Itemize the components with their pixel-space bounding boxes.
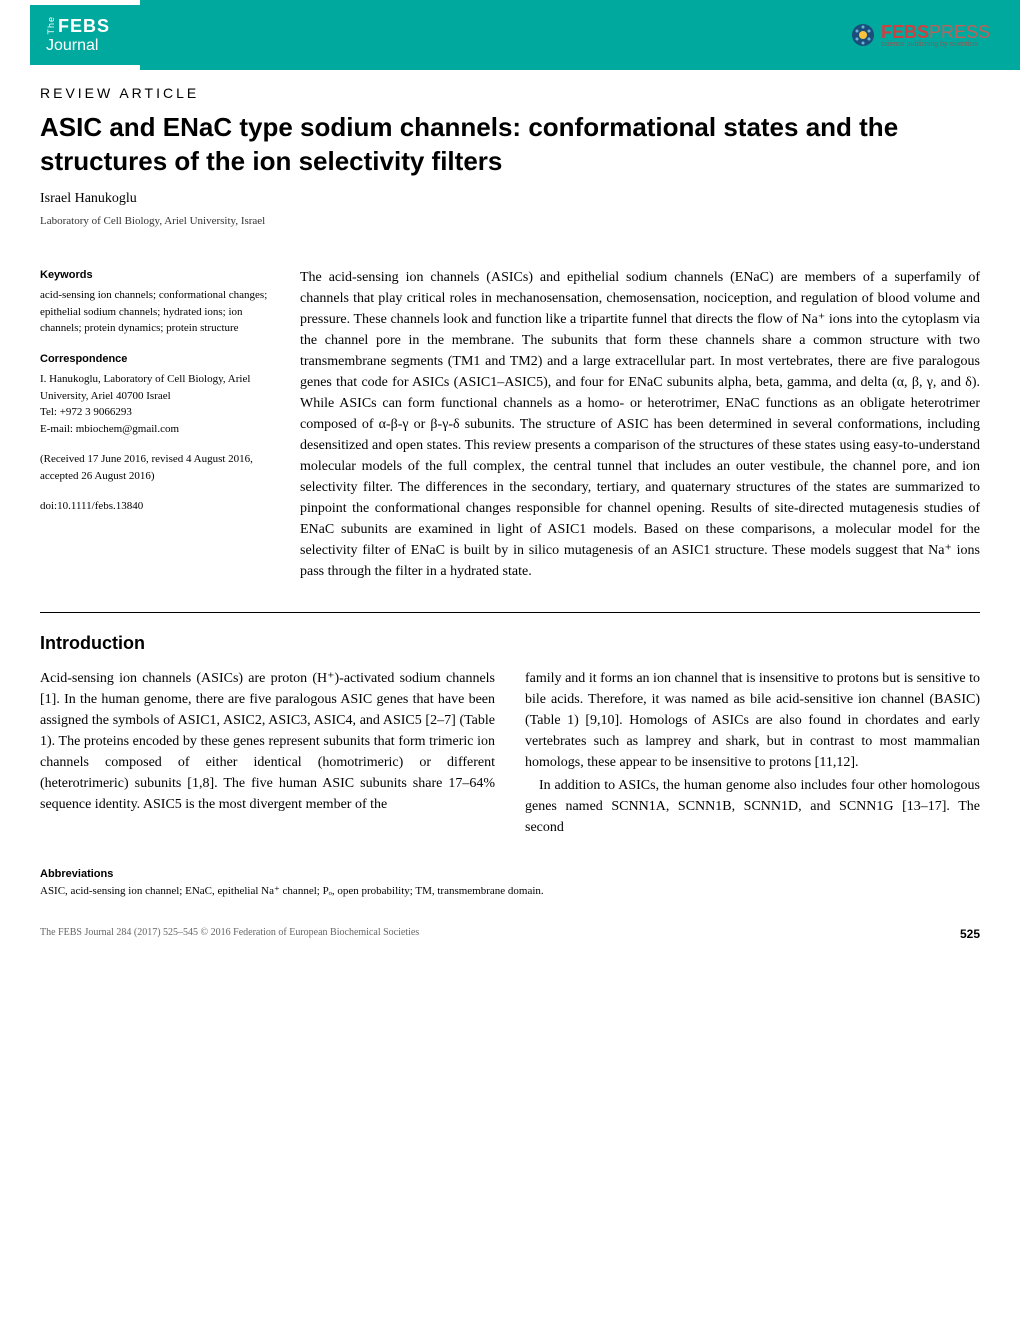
abbrev-text: ASIC, acid-sensing ion channel; ENaC, ep… xyxy=(40,884,980,897)
intro-col2-p1: family and it forms an ion channel that … xyxy=(525,668,980,773)
correspondence-text: I. Hanukoglu, Laboratory of Cell Biology… xyxy=(40,371,270,404)
article-author: Israel Hanukoglu xyxy=(40,191,980,207)
intro-heading: Introduction xyxy=(40,633,980,654)
abbrev-heading: Abbreviations xyxy=(40,868,980,880)
intro-col1: Acid-sensing ion channels (ASICs) are pr… xyxy=(40,668,495,838)
footer-citation: The FEBS Journal 284 (2017) 525–545 © 20… xyxy=(40,927,419,941)
correspondence-block: Correspondence I. Hanukoglu, Laboratory … xyxy=(40,351,270,438)
journal-logo-bottom: Journal xyxy=(46,37,124,55)
correspondence-heading: Correspondence xyxy=(40,351,270,368)
article-sidebar: Keywords acid-sensing ion channels; conf… xyxy=(40,267,270,582)
correspondence-tel: Tel: +972 3 9066293 xyxy=(40,404,270,421)
febs-press-tagline: science publishing by scientists xyxy=(881,41,990,48)
received-text: (Received 17 June 2016, revised 4 August… xyxy=(40,451,270,484)
press-light: PRESS xyxy=(929,22,990,42)
doi-block: doi:10.1111/febs.13840 xyxy=(40,498,270,515)
article-affiliation: Laboratory of Cell Biology, Ariel Univer… xyxy=(40,215,980,227)
page-footer: The FEBS Journal 284 (2017) 525–545 © 20… xyxy=(0,927,1020,961)
febs-press-main: FEBSPRESS xyxy=(881,23,990,41)
doi-text: doi:10.1111/febs.13840 xyxy=(40,498,270,515)
intro-columns: Acid-sensing ion channels (ASICs) are pr… xyxy=(40,668,980,838)
keywords-text: acid-sensing ion channels; conformationa… xyxy=(40,287,270,337)
logo-the: The xyxy=(46,16,56,35)
section-divider xyxy=(40,612,980,613)
article-content: REVIEW ARTICLE ASIC and ENaC type sodium… xyxy=(0,70,1020,927)
page-number: 525 xyxy=(960,927,980,941)
intro-col2: family and it forms an ion channel that … xyxy=(525,668,980,838)
febs-press-badge: FEBSPRESS science publishing by scientis… xyxy=(851,23,990,48)
article-type: REVIEW ARTICLE xyxy=(40,85,980,101)
journal-header: TheFEBS Journal FEBSPRESS xyxy=(0,0,1020,70)
abstract-text: The acid-sensing ion channels (ASICs) an… xyxy=(300,267,980,582)
abstract-section: Keywords acid-sensing ion channels; conf… xyxy=(40,267,980,582)
journal-logo-top: TheFEBS xyxy=(46,16,124,37)
intro-col2-p2: In addition to ASICs, the human genome a… xyxy=(525,775,980,838)
keywords-block: Keywords acid-sensing ion channels; conf… xyxy=(40,267,270,337)
received-block: (Received 17 June 2016, revised 4 August… xyxy=(40,451,270,484)
press-bold: FEBS xyxy=(881,22,929,42)
abbreviations-section: Abbreviations ASIC, acid-sensing ion cha… xyxy=(40,868,980,897)
correspondence-email: E-mail: mbiochem@gmail.com xyxy=(40,421,270,438)
logo-febs-text: FEBS xyxy=(58,16,110,36)
keywords-heading: Keywords xyxy=(40,267,270,284)
header-teal-bar: FEBSPRESS science publishing by scientis… xyxy=(140,0,1020,70)
febs-press-icon xyxy=(851,23,875,47)
journal-logo: TheFEBS Journal xyxy=(30,5,140,65)
febs-press-text: FEBSPRESS science publishing by scientis… xyxy=(881,23,990,48)
article-title: ASIC and ENaC type sodium channels: conf… xyxy=(40,111,980,179)
